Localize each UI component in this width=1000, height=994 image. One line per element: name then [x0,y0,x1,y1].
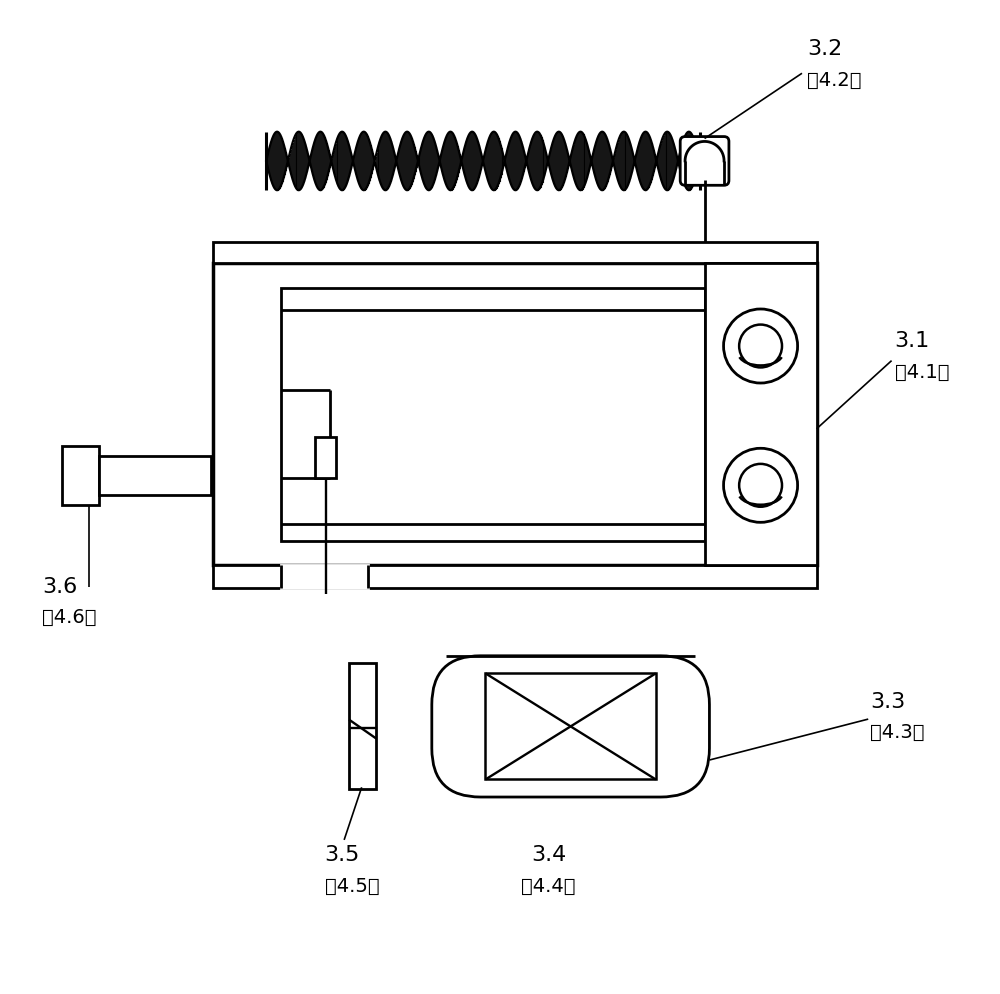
Text: （4.3）: （4.3） [870,724,925,743]
Bar [315,436,336,477]
FancyBboxPatch shape [680,136,729,185]
Text: 3.2: 3.2 [807,39,842,59]
Bar [281,287,705,541]
Bar [99,456,211,495]
Text: 3.6: 3.6 [42,577,77,596]
Bar [485,673,656,779]
Text: （4.1）: （4.1） [895,363,949,382]
Text: 3.4: 3.4 [531,846,566,866]
Bar [281,566,368,587]
Text: 3.1: 3.1 [895,331,930,351]
Bar [349,663,376,789]
Bar [213,566,817,587]
Text: 3.3: 3.3 [870,692,905,712]
FancyBboxPatch shape [432,656,709,797]
Text: （4.6）: （4.6） [42,608,97,627]
Bar [62,446,99,505]
Text: （4.2）: （4.2） [807,71,861,89]
Bar [213,242,817,263]
Circle shape [724,448,798,522]
Circle shape [724,309,798,383]
Circle shape [739,325,782,368]
Text: （4.5）: （4.5） [325,877,379,897]
Bar [213,263,817,566]
Circle shape [739,464,782,507]
Text: 3.5: 3.5 [325,846,360,866]
Bar [705,263,817,566]
Text: （4.4）: （4.4） [521,877,576,897]
